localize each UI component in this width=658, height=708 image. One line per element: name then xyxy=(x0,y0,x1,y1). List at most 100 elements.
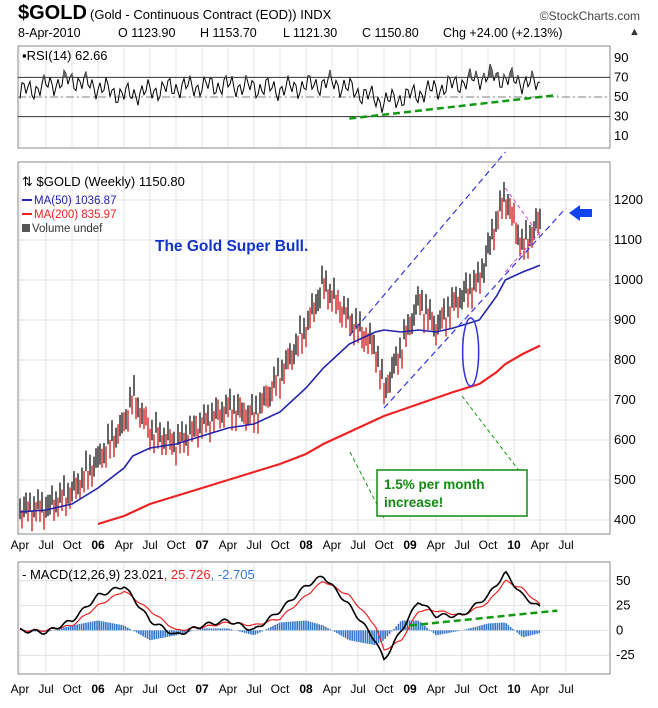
x-tick-label: Jul xyxy=(558,682,573,696)
symbol-title: $GOLD xyxy=(18,2,87,24)
x-tick-label: Apr xyxy=(219,538,238,552)
x-tick-label: Apr xyxy=(115,682,134,696)
x-tick-label: Jul xyxy=(142,682,157,696)
x-tick-label: 06 xyxy=(91,538,105,552)
annotation-box xyxy=(376,469,528,517)
x-tick-label: 09 xyxy=(403,682,417,696)
rsi-y-tick-label: 90 xyxy=(614,50,628,65)
x-tick-label: 10 xyxy=(507,682,521,696)
macd-y-tick-label: 0 xyxy=(616,622,623,637)
highlight-oval xyxy=(461,317,480,387)
change-up-arrow-icon: ▲ xyxy=(629,26,640,38)
price-panel-frame xyxy=(17,161,611,535)
x-tick-label: Oct xyxy=(271,682,290,696)
x-tick-label: 09 xyxy=(403,538,417,552)
price-y-tick-label: 500 xyxy=(614,472,636,487)
x-tick-label: Jul xyxy=(142,538,157,552)
price-y-tick-label: 400 xyxy=(614,512,636,527)
x-tick-label: Jul xyxy=(246,538,261,552)
x-tick-label: Jul xyxy=(454,538,469,552)
rsi-y-tick-label: 30 xyxy=(614,109,628,124)
text-layer: 400500600700800900100011001200AprAprJulJ… xyxy=(11,48,643,696)
x-tick-label: Apr xyxy=(323,682,342,696)
rsi-y-tick-label: 10 xyxy=(614,128,628,143)
price-y-tick-label: 800 xyxy=(614,352,636,367)
price-y-tick-label: 600 xyxy=(614,432,636,447)
macd-signal-line xyxy=(19,579,541,651)
x-tick-label: Apr xyxy=(11,538,30,552)
marks-layer xyxy=(19,64,592,661)
x-tick-label: Jul xyxy=(350,682,365,696)
x-tick-label: 10 xyxy=(507,538,521,552)
rsi-legend: ▪RSI(14) 62.66 xyxy=(22,48,108,63)
x-tick-label: Apr xyxy=(427,538,446,552)
price-y-tick-label: 1200 xyxy=(614,192,643,207)
stockcharts-brand: ©StockCharts.com xyxy=(539,9,640,23)
x-tick-label: Oct xyxy=(479,682,498,696)
price-y-tick-label: 900 xyxy=(614,312,636,327)
x-tick-label: Oct xyxy=(63,682,82,696)
x-tick-label: Apr xyxy=(427,682,446,696)
x-tick-label: 07 xyxy=(195,682,209,696)
x-tick-label: Oct xyxy=(167,682,186,696)
legend-ma200: MA(200) 835.97 xyxy=(34,209,116,221)
rsi-y-tick-label: 70 xyxy=(614,69,628,84)
ma200-line xyxy=(97,344,541,526)
x-tick-label: Jul xyxy=(38,538,53,552)
x-tick-label: Jul xyxy=(350,538,365,552)
legend-volume-swatch xyxy=(22,224,30,232)
channel-lower-line xyxy=(383,207,567,409)
channel-upper-line xyxy=(348,151,506,337)
quote-change: Chg +24.00 (+2.13%) xyxy=(443,26,563,40)
rsi-trendline xyxy=(349,93,558,120)
annotation-box-line1: 1.5% per month xyxy=(384,477,485,492)
annotation-title: The Gold Super Bull. xyxy=(155,238,308,255)
title-row: $GOLD (Gold - Continuous Contract (EOD))… xyxy=(0,2,658,24)
x-tick-label: Apr xyxy=(115,538,134,552)
quote-low: L 1121.30 xyxy=(283,26,338,40)
x-tick-label: Apr xyxy=(531,538,550,552)
x-tick-label: Oct xyxy=(271,538,290,552)
x-tick-label: Apr xyxy=(531,682,550,696)
legend-volume: Volume undef xyxy=(32,223,103,235)
rsi-y-tick-label: 50 xyxy=(614,89,628,104)
x-tick-label: Oct xyxy=(479,538,498,552)
macd-y-tick-label: 25 xyxy=(616,598,630,613)
x-tick-label: Oct xyxy=(375,538,394,552)
price-y-tick-label: 1100 xyxy=(614,232,642,247)
macd-legend-part: - MACD(12,26,9) 23.021 xyxy=(22,567,164,582)
annotation-box-line2: increase! xyxy=(384,495,443,510)
legend-price: ⇅ $GOLD (Weekly) 1150.80 xyxy=(22,174,185,189)
x-tick-label: Oct xyxy=(375,682,394,696)
x-tick-label: 08 xyxy=(299,682,313,696)
macd-y-tick-label: 50 xyxy=(616,573,630,588)
x-tick-label: Jul xyxy=(454,682,469,696)
pointer-arrow-icon xyxy=(569,205,592,221)
macd-y-tick-label: -25 xyxy=(616,647,635,662)
price-y-tick-label: 700 xyxy=(614,392,636,407)
grid-layer xyxy=(18,46,610,674)
macd-panel-frame xyxy=(17,561,611,675)
macd-trendline xyxy=(409,609,558,627)
x-tick-label: Oct xyxy=(167,538,186,552)
macd-legend: - MACD(12,26,9) 23.021, 25.726, -2.705 xyxy=(22,567,255,582)
x-tick-label: 07 xyxy=(195,538,209,552)
wedge-lower-line xyxy=(504,231,541,273)
quote-close: C 1150.80 xyxy=(362,26,419,40)
rsi-line xyxy=(19,64,541,113)
x-tick-label: Apr xyxy=(219,682,238,696)
quote-row: 8-Apr-2010 O 1123.90 H 1153.70 L 1121.30… xyxy=(0,26,658,42)
x-tick-label: Jul xyxy=(38,682,53,696)
price-y-tick-label: 1000 xyxy=(614,272,643,287)
rsi-overbought-fill xyxy=(20,64,540,78)
symbol-description: (Gold - Continuous Contract (EOD)) INDX xyxy=(90,7,332,22)
ma50-line xyxy=(19,264,541,513)
x-tick-label: 08 xyxy=(299,538,313,552)
x-tick-label: Apr xyxy=(11,682,30,696)
annotation-pointer-line xyxy=(461,395,521,473)
macd-legend-part: , 25.726 xyxy=(164,567,211,582)
x-tick-label: Jul xyxy=(246,682,261,696)
legend-ma50: MA(50) 1036.87 xyxy=(34,195,116,207)
quote-high: H 1153.70 xyxy=(200,26,257,40)
